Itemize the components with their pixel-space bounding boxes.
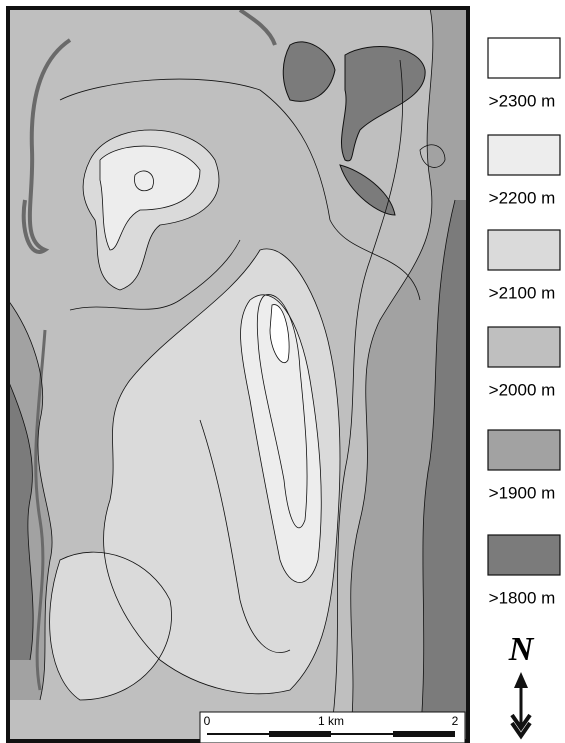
- legend-swatch: [488, 38, 560, 78]
- legend-label: >2300 m: [489, 91, 556, 110]
- map-area: [8, 8, 468, 741]
- scale-label: 2: [452, 714, 459, 728]
- scale-bar: 0 1 km 2: [200, 712, 465, 743]
- north-arrow: N: [508, 631, 535, 736]
- legend-label: >2100 m: [489, 283, 556, 302]
- legend-swatch: [488, 535, 560, 575]
- legend-swatch: [488, 327, 560, 367]
- legend-swatch: [488, 430, 560, 470]
- legend-label: >2200 m: [489, 188, 556, 207]
- legend-label: >1800 m: [489, 588, 556, 607]
- arrow-head: [514, 672, 528, 688]
- legend: >2300 m >2200 m >2100 m >2000 m >1900 m >1800…: [488, 38, 560, 607]
- page: 0 1 km 2 N >2300 m >2200 m >2100 m >2000 m >19…: [0, 0, 565, 743]
- north-label: N: [508, 631, 535, 668]
- map-figure: 0 1 km 2 N >2300 m >2200 m >2100 m >2000 m >19…: [0, 0, 565, 743]
- scale-segment: [393, 731, 455, 737]
- legend-swatch: [488, 135, 560, 175]
- legend-label: >2000 m: [489, 380, 556, 399]
- scale-label: 0: [204, 714, 211, 728]
- scale-segment: [269, 731, 331, 737]
- scale-label: 1 km: [318, 714, 344, 728]
- legend-swatch: [488, 230, 560, 270]
- legend-label: >1900 m: [489, 483, 556, 502]
